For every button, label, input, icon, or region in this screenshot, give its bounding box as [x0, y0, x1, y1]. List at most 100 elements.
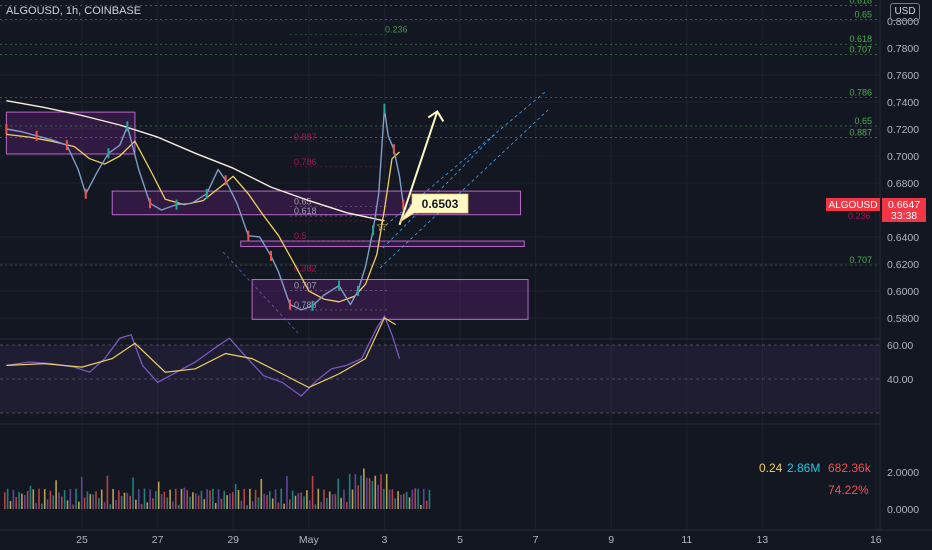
volume-bar: [61, 496, 63, 509]
volume-bar: [143, 488, 146, 509]
volume-bar: [172, 501, 174, 509]
volume-bar: [311, 475, 314, 509]
volume-bar: [63, 490, 66, 509]
fib-right-label: 0.618: [849, 34, 872, 44]
volume-bar: [271, 498, 274, 509]
price-axis-label: 0.7200: [887, 124, 919, 136]
volume-bar: [357, 485, 359, 509]
arrow-shaft: [398, 111, 439, 226]
zone-3: [240, 240, 525, 247]
volume-bar: [317, 488, 320, 509]
time-axis-label: 5: [457, 534, 463, 546]
fib-mid-label: 0.382: [294, 263, 317, 273]
supply-demand-zones[interactable]: [5, 111, 529, 320]
ma-fast-line: [6, 133, 400, 303]
rsi-ma-line: [6, 316, 397, 389]
volume-bar: [229, 493, 231, 509]
volume-bar: [388, 489, 391, 509]
volume-bar: [118, 490, 120, 509]
volume-bar: [280, 488, 283, 509]
price-axis-label: 0.6200: [887, 259, 919, 271]
rsi-axis-label: 60.00: [887, 340, 913, 352]
symbol-title[interactable]: ALGOUSD, 1h, COINBASE: [6, 5, 142, 17]
volume-bar: [203, 499, 206, 509]
volume-bar: [197, 495, 200, 509]
volume-bar: [12, 489, 15, 509]
time-axis-label: 25: [76, 534, 88, 546]
volume-panel[interactable]: [4, 468, 431, 509]
volume-bar: [334, 494, 337, 509]
volume-bar: [89, 494, 92, 509]
volume-bar: [192, 492, 194, 509]
volume-bar: [260, 478, 263, 509]
price-tag-symbol: ALGOUSD: [829, 200, 878, 211]
volume-bar: [175, 488, 177, 509]
price-tag: ALGOUSD 0.6647 33:38: [826, 198, 926, 222]
volume-bar: [297, 493, 300, 509]
volume-bar: [405, 491, 408, 509]
volume-bar: [137, 489, 140, 509]
projection-arrow[interactable]: [398, 110, 445, 226]
fib-mid-label: 0.618: [294, 206, 317, 216]
time-axis-label: 9: [608, 534, 614, 546]
volume-bar: [106, 475, 109, 509]
volume-bar: [326, 497, 328, 509]
price-axis[interactable]: 0.8000 0.7800 0.7600 0.7400 0.7200 0.7000 0.68…: [887, 16, 919, 325]
volume-bar: [4, 492, 6, 509]
volume-bar: [234, 483, 237, 509]
fib-right-label: 0.786: [849, 88, 872, 98]
volume-bar: [237, 489, 240, 509]
volume-bar: [135, 499, 137, 509]
volume-bar: [160, 493, 163, 509]
volume-bar: [49, 490, 52, 509]
volume-bar: [343, 489, 345, 509]
price-axis-label: 0.7800: [887, 43, 919, 55]
volume-bar: [23, 495, 26, 509]
fib-mid-label: 0.5: [294, 231, 307, 241]
fib-right-label: 0.65: [854, 9, 872, 19]
volume-stat-1: 0.24: [759, 461, 783, 475]
volume-bar: [112, 488, 114, 509]
volume-bar: [186, 490, 188, 509]
trend-channel[interactable]: [222, 91, 549, 334]
volume-bar: [269, 491, 271, 509]
volume-stat-pct: 74.22%: [828, 483, 869, 497]
volume-bar: [66, 500, 69, 509]
volume-bar: [391, 489, 394, 509]
volume-bar: [58, 492, 60, 509]
volume-bar: [289, 499, 291, 509]
volume-bar: [9, 501, 12, 509]
currency-button[interactable]: USD: [890, 3, 920, 21]
time-axis[interactable]: 25 27 29 May 3 5 7 9 11 13 16: [76, 534, 882, 546]
volume-bar: [331, 494, 334, 509]
volume-bar: [15, 497, 17, 509]
volume-bar: [103, 502, 106, 509]
volume-axis: 2.0000 0.0000: [887, 467, 919, 516]
volume-bar: [300, 492, 302, 509]
volume-bar: [21, 493, 23, 509]
volume-bar: [374, 475, 377, 509]
volume-bar: [328, 491, 331, 509]
volume-bar: [120, 496, 123, 509]
volume-bar: [46, 499, 49, 509]
volume-bar: [320, 501, 322, 509]
volume-bar: [180, 488, 183, 509]
volume-bar: [240, 500, 243, 509]
rsi-line: [6, 314, 401, 397]
volume-bar: [422, 488, 425, 509]
volume-bar: [368, 478, 371, 509]
volume-bar: [226, 495, 228, 509]
volume-bar: [408, 497, 411, 509]
fib-mid-label: 0.236: [848, 211, 871, 221]
rsi-axis: 60.00 40.00: [887, 340, 913, 386]
arrow-head: [427, 110, 445, 122]
volume-bar: [371, 480, 374, 509]
volume-bar: [29, 485, 32, 509]
volume-bar: [266, 494, 268, 509]
volume-bar: [80, 476, 83, 509]
volume-bar: [177, 504, 180, 509]
volume-bar: [212, 488, 214, 509]
rsi-panel[interactable]: [0, 314, 880, 414]
volume-bar: [32, 489, 35, 509]
